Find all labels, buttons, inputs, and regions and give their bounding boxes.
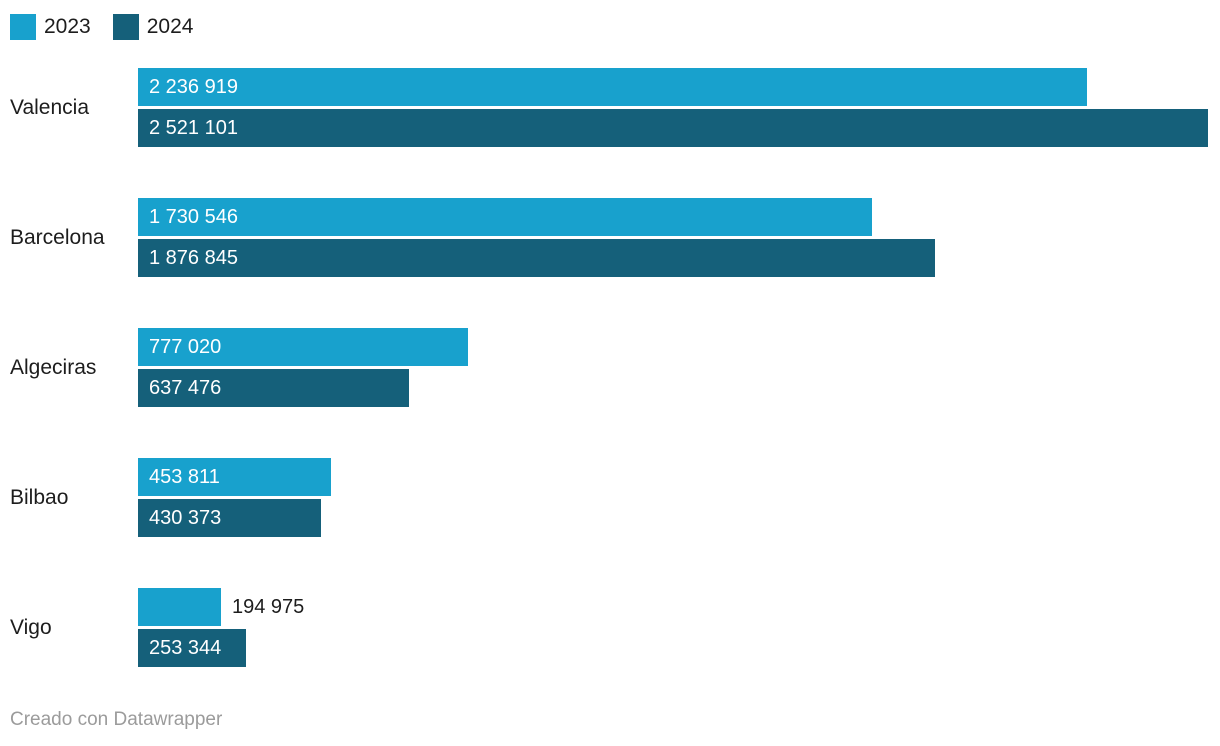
bar-bilbao-2024[interactable]: 430 373 [138, 499, 321, 537]
bar-group-valencia: Valencia 2 236 919 2 521 101 [0, 68, 1220, 147]
bar-vigo-2024[interactable]: 253 344 [138, 629, 246, 667]
legend: 2023 2024 [10, 14, 193, 40]
bar-group-barcelona: Barcelona 1 730 546 1 876 845 [0, 198, 1220, 277]
value-label-valencia-2024: 2 521 101 [149, 117, 238, 139]
value-label-bilbao-2024: 430 373 [149, 507, 222, 529]
bar-algeciras-2024[interactable]: 637 476 [138, 369, 409, 407]
bar-valencia-2023[interactable]: 2 236 919 [138, 68, 1087, 106]
legend-label-2024: 2024 [146, 15, 194, 38]
bar-algeciras-2023[interactable]: 777 020 [138, 328, 468, 366]
bar-group-algeciras: Algeciras 777 020 637 476 [0, 328, 1220, 407]
bar-bilbao-2023[interactable]: 453 811 [138, 458, 331, 496]
bar-group-bilbao: Bilbao 453 811 430 373 [0, 458, 1220, 537]
value-label-bilbao-2023: 453 811 [149, 466, 220, 488]
bar-barcelona-2023[interactable]: 1 730 546 [138, 198, 872, 236]
bar-vigo-2023[interactable]: 194 975 [138, 588, 304, 626]
legend-swatch-2023 [10, 14, 36, 40]
value-label-barcelona-2024: 1 876 845 [149, 247, 238, 269]
category-label-barcelona: Barcelona [10, 225, 105, 249]
bar-group-vigo: Vigo 194 975 253 344 [0, 588, 1220, 667]
category-label-bilbao: Bilbao [10, 485, 69, 509]
datawrapper-attribution-link[interactable]: Creado con Datawrapper [10, 709, 223, 730]
bar-valencia-2024[interactable]: 2 521 101 [138, 109, 1208, 147]
legend-item-2024: 2024 [112, 14, 194, 40]
bar-barcelona-2024[interactable]: 1 876 845 [138, 239, 935, 277]
value-label-algeciras-2023: 777 020 [149, 336, 222, 358]
category-label-algeciras: Algeciras [10, 355, 97, 379]
legend-item-2023: 2023 [10, 14, 91, 40]
category-label-valencia: Valencia [10, 95, 89, 119]
value-label-vigo-2023: 194 975 [232, 596, 305, 618]
legend-label-2023: 2023 [44, 15, 91, 38]
value-label-vigo-2024: 253 344 [149, 637, 222, 659]
value-label-valencia-2023: 2 236 919 [149, 76, 238, 98]
value-label-algeciras-2024: 637 476 [149, 377, 222, 399]
value-label-barcelona-2023: 1 730 546 [149, 206, 238, 228]
category-label-vigo: Vigo [10, 615, 52, 639]
legend-swatch-2024 [112, 14, 139, 40]
